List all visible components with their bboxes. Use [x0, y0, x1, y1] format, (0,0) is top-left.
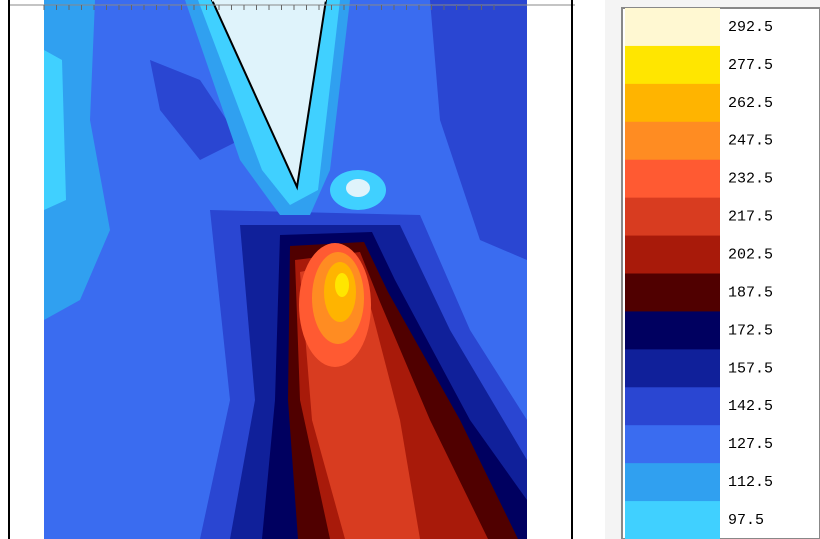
legend-label: 187.5 [728, 284, 773, 301]
wedge [210, 0, 328, 191]
legend-label: 172.5 [728, 322, 773, 339]
legend-swatch [625, 45, 720, 85]
legend-label: 112.5 [728, 474, 773, 491]
legend-swatch [625, 83, 720, 123]
legend-label: 127.5 [728, 436, 773, 453]
legend-swatch [625, 311, 720, 350]
legend-swatch [625, 501, 720, 539]
contour-map [44, 0, 527, 539]
legend-label: 262.5 [728, 95, 773, 112]
legend-swatch [625, 159, 720, 199]
legend: 292.5 277.5 262.5 247.5 232.5 217.5 202.5 187.5… [625, 8, 773, 539]
legend-label: 247.5 [728, 133, 773, 150]
legend-swatch [625, 197, 720, 237]
legend-swatch [625, 349, 720, 388]
legend-label: 277.5 [728, 57, 773, 74]
legend-swatch [625, 387, 720, 426]
region [430, 0, 527, 260]
legend-swatch [625, 273, 720, 312]
region [44, 50, 66, 210]
region [150, 60, 240, 160]
legend-swatch [625, 235, 720, 274]
legend-label: 202.5 [728, 247, 773, 264]
legend-label: 157.5 [728, 360, 773, 377]
legend-label: 97.5 [728, 512, 764, 529]
legend-label: 142.5 [728, 398, 773, 415]
legend-swatch [625, 425, 720, 464]
legend-swatch [625, 463, 720, 502]
legend-label: 292.5 [728, 19, 773, 36]
legend-swatch [625, 8, 720, 47]
highlight [346, 179, 370, 197]
legend-label: 217.5 [728, 209, 773, 226]
legend-swatch [625, 121, 720, 161]
region [335, 273, 349, 297]
legend-label: 232.5 [728, 171, 773, 188]
